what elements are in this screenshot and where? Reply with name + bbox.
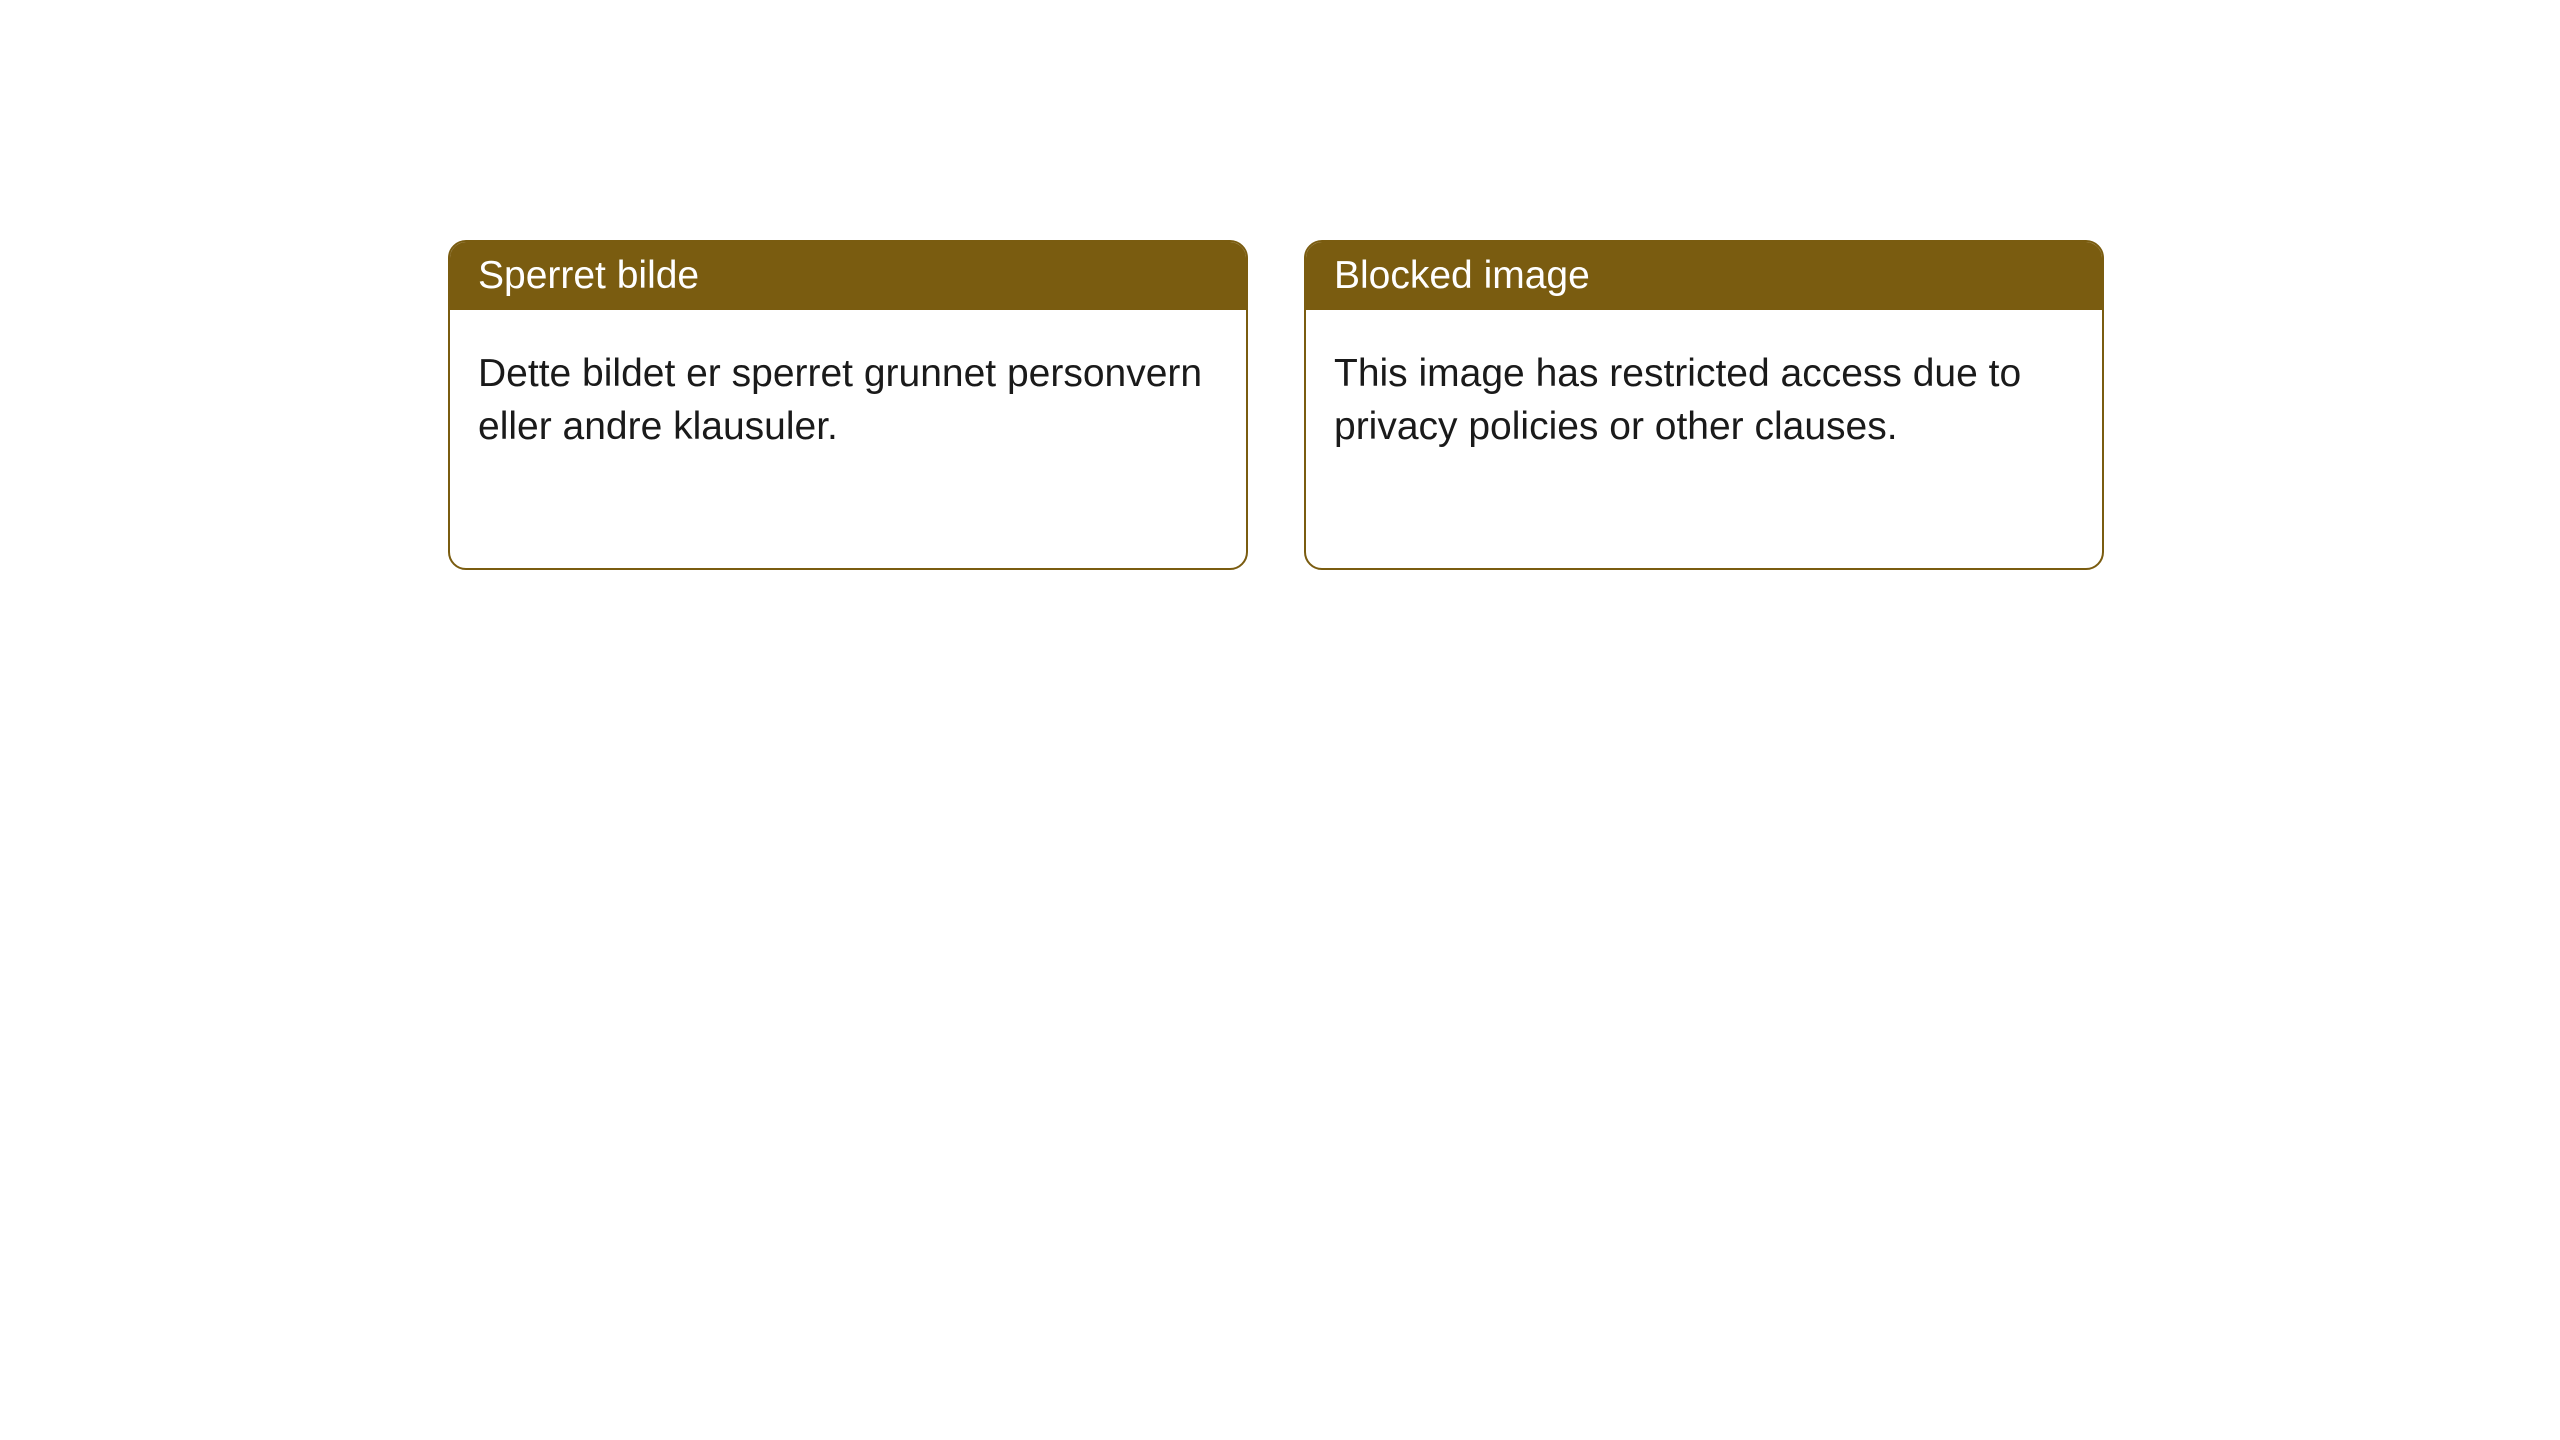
notice-container: Sperret bilde Dette bildet er sperret gr… [0, 0, 2560, 570]
notice-title: Sperret bilde [478, 254, 699, 297]
notice-card-norwegian: Sperret bilde Dette bildet er sperret gr… [448, 240, 1248, 570]
notice-body: Dette bildet er sperret grunnet personve… [450, 310, 1246, 491]
notice-body: This image has restricted access due to … [1306, 310, 2102, 491]
notice-message: This image has restricted access due to … [1334, 352, 2021, 448]
notice-card-english: Blocked image This image has restricted … [1304, 240, 2104, 570]
notice-message: Dette bildet er sperret grunnet personve… [478, 352, 1202, 448]
notice-header: Blocked image [1306, 242, 2102, 310]
notice-header: Sperret bilde [450, 242, 1246, 310]
notice-title: Blocked image [1334, 254, 1590, 297]
